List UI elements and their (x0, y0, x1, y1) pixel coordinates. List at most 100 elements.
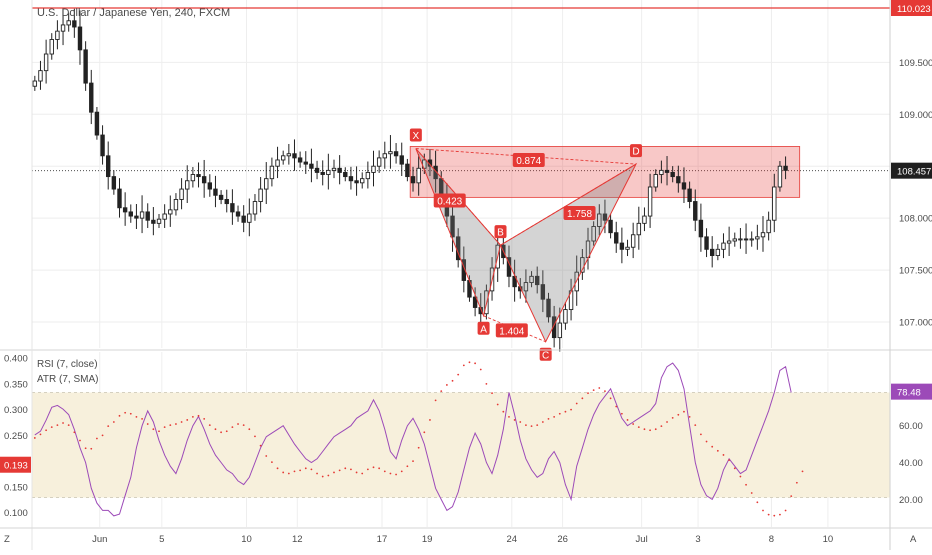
candle-body (151, 219, 156, 224)
atr-tick-label: 0.250 (4, 431, 28, 442)
candle-body (168, 209, 173, 215)
atr-point (366, 468, 369, 471)
atr-point (203, 418, 206, 420)
atr-point (485, 383, 488, 385)
candle (66, 13, 71, 32)
time-tick-label: 19 (422, 534, 433, 545)
atr-value-box (0, 456, 31, 473)
atr-point (197, 414, 200, 417)
atr-point (62, 422, 64, 424)
candle-body (207, 182, 213, 190)
candle-body (563, 309, 568, 324)
candle (399, 142, 404, 177)
atr-point (259, 444, 262, 447)
atr-point (750, 492, 753, 494)
atr-point (434, 399, 437, 402)
candle (715, 244, 721, 261)
candle (213, 175, 218, 208)
atr-point (649, 429, 651, 432)
candle-body (252, 201, 258, 215)
candle-body (94, 111, 100, 136)
candle (320, 160, 325, 186)
candle-body (201, 176, 207, 184)
price-tick-label: 109.000 (899, 110, 932, 121)
resistance-price-label: 110.023 (897, 4, 931, 15)
candle-body (162, 213, 167, 220)
candle-body (619, 242, 625, 250)
footer-left-label: Z (4, 534, 10, 545)
candle-body (597, 213, 602, 227)
atr-point (519, 421, 522, 423)
candle (393, 143, 399, 164)
candle (235, 205, 241, 222)
atr-point (265, 455, 268, 457)
atr-point (107, 425, 110, 428)
time-tick-label: 3 (695, 534, 700, 545)
candle (331, 159, 337, 179)
candle-body (264, 178, 269, 190)
atr-point (502, 410, 505, 413)
price-tick-label: 107.000 (899, 318, 932, 329)
candle-body (38, 70, 43, 82)
candle-body (117, 188, 122, 209)
ratio-label-box (495, 323, 528, 338)
candle-body (630, 234, 636, 248)
reversal-zone (409, 146, 801, 198)
candle (540, 270, 546, 313)
candle-body (721, 242, 726, 250)
atr-point (344, 467, 347, 470)
candle (698, 203, 704, 252)
ratio-label: 0.423 (437, 196, 462, 207)
candle (647, 173, 653, 228)
candle-body (405, 163, 410, 178)
atr-point (445, 384, 448, 386)
candle (783, 156, 788, 180)
chart-title: U.S. Dollar / Japanese Yen, 240, FXCM (37, 7, 231, 19)
candle (693, 189, 698, 232)
atr-point (575, 402, 578, 405)
candle (55, 20, 60, 50)
candle-body (309, 163, 314, 169)
atr-point (541, 421, 544, 423)
candle-body (224, 199, 229, 205)
ratio-label: 1.758 (567, 209, 592, 220)
candle-body (642, 215, 647, 224)
candle-body (382, 153, 387, 159)
atr-point (671, 416, 674, 419)
candle-body (365, 171, 371, 180)
atr-point (733, 467, 736, 470)
candle-body (106, 155, 111, 178)
candle (106, 141, 111, 190)
atr-point (406, 465, 409, 468)
atr-point (220, 431, 222, 434)
candle (94, 106, 100, 140)
pattern-ratio-line (415, 148, 501, 246)
candle-body (523, 282, 529, 292)
atr-point (378, 467, 381, 470)
atr-point (118, 414, 121, 417)
candle (450, 199, 455, 252)
pattern-point-label-box (494, 225, 507, 239)
candle (382, 141, 387, 169)
candle (709, 236, 715, 268)
candle-body (676, 176, 681, 184)
candle (111, 170, 117, 195)
candle-body (664, 169, 670, 173)
atr-point (389, 472, 392, 475)
atr-point (254, 435, 256, 438)
candle (602, 199, 608, 234)
candle (72, 8, 77, 38)
candle (297, 151, 303, 168)
atr-point (180, 421, 183, 423)
atr-point (462, 364, 465, 367)
atr-point (654, 428, 657, 431)
candle-body (749, 238, 754, 241)
candle-body (43, 53, 49, 72)
candle-body (540, 284, 546, 300)
atr-point (700, 433, 702, 436)
candle (376, 150, 382, 173)
candle (77, 10, 83, 65)
candle-body (100, 134, 105, 157)
